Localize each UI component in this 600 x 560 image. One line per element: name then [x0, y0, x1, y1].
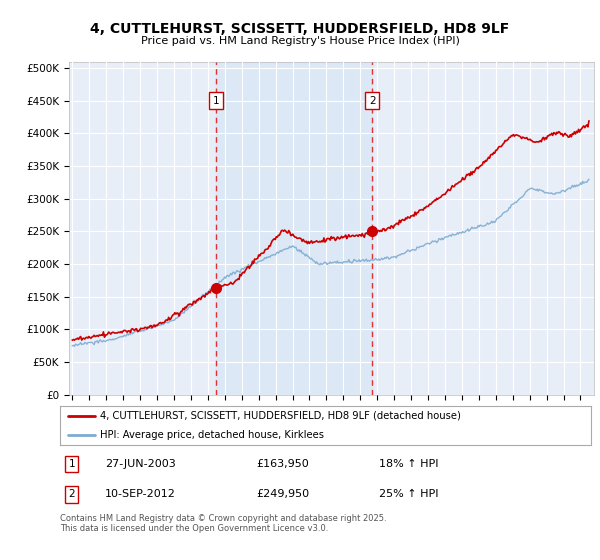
Text: £163,950: £163,950: [256, 459, 309, 469]
Text: HPI: Average price, detached house, Kirklees: HPI: Average price, detached house, Kirk…: [100, 431, 324, 440]
Text: 2: 2: [369, 96, 376, 106]
Text: 18% ↑ HPI: 18% ↑ HPI: [379, 459, 438, 469]
Text: 2: 2: [68, 489, 75, 500]
Text: 25% ↑ HPI: 25% ↑ HPI: [379, 489, 438, 500]
Text: Price paid vs. HM Land Registry's House Price Index (HPI): Price paid vs. HM Land Registry's House …: [140, 36, 460, 46]
Bar: [216, 62, 372, 395]
Text: 1: 1: [68, 459, 75, 469]
Text: Contains HM Land Registry data © Crown copyright and database right 2025.
This d: Contains HM Land Registry data © Crown c…: [60, 514, 386, 533]
Text: 4, CUTTLEHURST, SCISSETT, HUDDERSFIELD, HD8 9LF (detached house): 4, CUTTLEHURST, SCISSETT, HUDDERSFIELD, …: [100, 411, 461, 421]
Text: £249,950: £249,950: [256, 489, 310, 500]
Text: 1: 1: [212, 96, 220, 106]
Text: 10-SEP-2012: 10-SEP-2012: [105, 489, 176, 500]
Text: 4, CUTTLEHURST, SCISSETT, HUDDERSFIELD, HD8 9LF: 4, CUTTLEHURST, SCISSETT, HUDDERSFIELD, …: [91, 22, 509, 36]
Text: 27-JUN-2003: 27-JUN-2003: [105, 459, 176, 469]
